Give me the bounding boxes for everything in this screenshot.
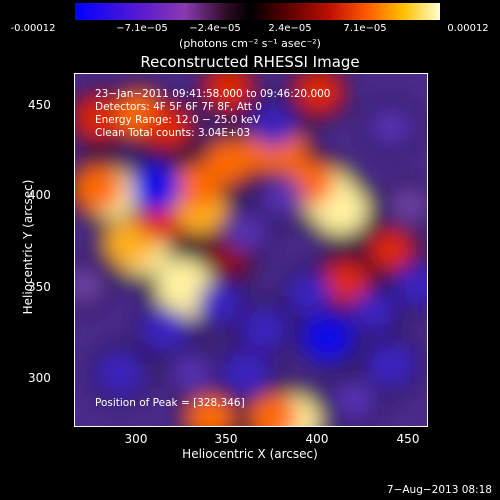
heatmap-blob [395, 264, 427, 306]
heatmap-blob [296, 74, 342, 113]
annotation-detectors: Detectors: 4F 5F 6F 7F 8F, Att 0 [95, 101, 262, 113]
heatmap-blob [241, 308, 288, 350]
heatmap-blob [130, 165, 182, 212]
heatmap-blob [323, 261, 369, 303]
x-tick-label: 400 [305, 432, 329, 446]
y-axis-label: Heliocentric Y (arcsec) [21, 179, 35, 315]
colorbar-tick: 7.1e−05 [343, 23, 387, 34]
heatmap-blob [333, 380, 377, 419]
heatmap [75, 74, 427, 426]
colorbar-tick: -0.00012 [10, 23, 56, 34]
heatmap-blob [141, 307, 190, 351]
heatmap-blob [369, 107, 413, 147]
heatmap-blob [97, 352, 143, 394]
heatmap-blob [261, 177, 304, 217]
heatmap-blob [225, 213, 268, 252]
heatmap-blob [366, 342, 415, 387]
x-axis-label: Heliocentric X (arcsec) [182, 447, 318, 461]
heatmap-blob [369, 230, 413, 270]
heatmap-blob [250, 106, 297, 148]
y-tick-label: 450 [28, 98, 51, 112]
heatmap-blob [205, 74, 252, 109]
annotation-time-range: 23−Jan−2011 09:41:58.000 to 09:46:20.000 [95, 88, 331, 100]
heatmap-blob [75, 166, 124, 211]
heatmap-blob [287, 273, 333, 315]
chart-title: Reconstructed RHESSI Image [140, 53, 360, 71]
heatmap-blob [196, 282, 243, 324]
heatmap-blob [350, 291, 396, 333]
annotation-clean: Clean Total counts: 3.04E+03 [95, 127, 251, 139]
y-tick-label: 350 [28, 280, 51, 294]
annotation-peak: Position of Peak = [328,346] [95, 397, 245, 409]
y-tick-label: 400 [28, 188, 51, 202]
plot-date: 7−Aug−2013 08:18 [386, 484, 492, 496]
heatmap-blob [248, 394, 299, 426]
colorbar-tick: −2.4e−05 [189, 23, 241, 34]
heatmap-blob [75, 267, 105, 304]
heatmap-blob [222, 351, 271, 396]
heatmap-blob [187, 396, 234, 426]
heatmap-blob [138, 202, 182, 242]
heatmap-blob [205, 140, 252, 184]
plot-area: 23−Jan−2011 09:41:58.000 to 09:46:20.000… [74, 73, 428, 427]
colorbar [75, 3, 440, 20]
heatmap-blob [75, 97, 122, 139]
heatmap-blob [156, 258, 211, 309]
heatmap-blob [171, 164, 220, 209]
colorbar-tick: −7.1e−05 [116, 23, 168, 34]
x-tick-label: 450 [396, 432, 420, 446]
heatmap-blob [302, 315, 354, 361]
colorbar-unit: (photons cm⁻² s⁻¹ asec⁻²) [179, 37, 321, 50]
heatmap-blob [170, 353, 214, 393]
colorbar-tick: 0.00012 [447, 23, 489, 34]
heatmap-blob [388, 187, 427, 225]
y-tick-label: 300 [28, 371, 51, 385]
x-tick-label: 300 [124, 432, 148, 446]
annotation-energy: Energy Range: 12.0 − 25.0 keV [95, 114, 261, 126]
colorbar-tick: 2.4e−05 [268, 23, 312, 34]
heatmap-blob [144, 106, 190, 148]
x-tick-label: 350 [214, 432, 238, 446]
